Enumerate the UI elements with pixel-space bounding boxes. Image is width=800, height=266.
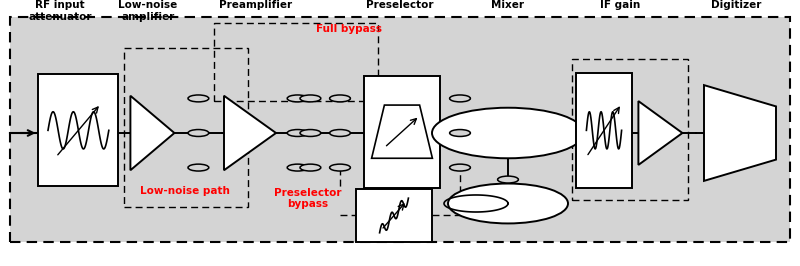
Bar	[356, 189, 432, 242]
Text: 6 dB: 6 dB	[384, 233, 408, 243]
Circle shape	[188, 130, 209, 136]
Polygon shape	[130, 96, 174, 170]
Bar	[364, 76, 440, 188]
Circle shape	[450, 95, 470, 102]
Polygon shape	[704, 85, 776, 181]
Circle shape	[287, 130, 308, 136]
Text: IF gain: IF gain	[600, 0, 640, 10]
Circle shape	[498, 176, 518, 183]
Text: Digitizer: Digitizer	[711, 0, 761, 10]
Circle shape	[330, 130, 350, 136]
Circle shape	[450, 164, 470, 171]
Circle shape	[330, 95, 350, 102]
Bar	[38, 74, 118, 186]
Text: RF input
attenuator: RF input attenuator	[28, 0, 92, 22]
Circle shape	[300, 130, 321, 136]
Circle shape	[330, 164, 350, 171]
Text: Preselector
bypass: Preselector bypass	[274, 188, 342, 209]
Bar	[576, 73, 632, 188]
Text: Preselector: Preselector	[366, 0, 434, 10]
Circle shape	[188, 95, 209, 102]
Text: Mixer: Mixer	[491, 0, 525, 10]
Bar	[572, 59, 688, 200]
Circle shape	[287, 95, 308, 102]
Polygon shape	[638, 101, 682, 165]
Circle shape	[188, 164, 209, 171]
Circle shape	[300, 95, 321, 102]
Circle shape	[300, 164, 321, 171]
Bar	[124, 48, 248, 207]
Circle shape	[448, 184, 568, 223]
Text: Low-noise
amplifier: Low-noise amplifier	[118, 0, 178, 22]
Bar	[214, 23, 378, 101]
Polygon shape	[224, 96, 276, 170]
Text: Low-noise path: Low-noise path	[140, 186, 230, 196]
Circle shape	[450, 130, 470, 136]
Circle shape	[432, 108, 584, 158]
Circle shape	[287, 164, 308, 171]
Text: Preamplifier: Preamplifier	[219, 0, 293, 10]
Text: LO: LO	[530, 196, 546, 206]
FancyBboxPatch shape	[10, 17, 790, 242]
Text: Full bypass: Full bypass	[316, 24, 382, 34]
